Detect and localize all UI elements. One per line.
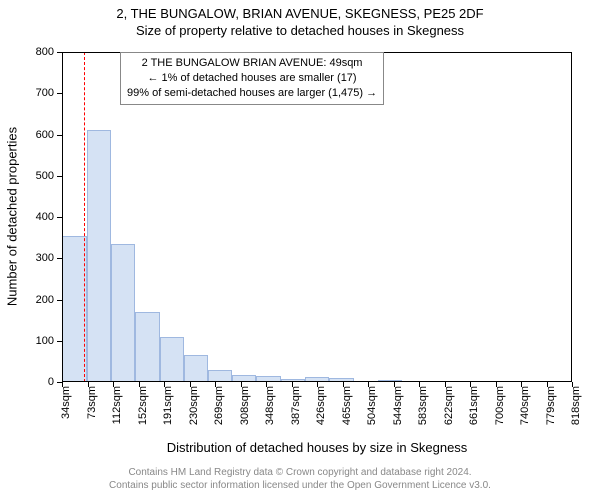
x-tick-label: 348sqm	[264, 386, 276, 425]
y-tick-label: 400	[36, 211, 62, 223]
x-tick-label: 818sqm	[570, 386, 582, 425]
x-tick-label: 269sqm	[213, 386, 225, 425]
y-tick-label: 500	[36, 170, 62, 182]
annotation-line3: 99% of semi-detached houses are larger (…	[127, 86, 377, 101]
x-tick-label: 73sqm	[86, 386, 98, 419]
x-tick-label: 34sqm	[60, 386, 72, 419]
x-tick-label: 191sqm	[162, 386, 174, 425]
x-tick-label: 700sqm	[494, 386, 506, 425]
x-tick-label: 544sqm	[392, 386, 404, 425]
x-tick-label: 465sqm	[341, 386, 353, 425]
histogram-bar	[87, 130, 111, 382]
footer-line1: Contains HM Land Registry data © Crown c…	[0, 466, 600, 479]
page-title: 2, THE BUNGALOW, BRIAN AVENUE, SKEGNESS,…	[0, 0, 600, 23]
histogram-bar	[160, 337, 184, 382]
annotation-box: 2 THE BUNGALOW BRIAN AVENUE: 49sqm ← 1% …	[120, 52, 384, 105]
marker-line	[84, 52, 85, 382]
x-tick-label: 583sqm	[417, 386, 429, 425]
x-tick-label: 112sqm	[111, 386, 123, 424]
page-subtitle: Size of property relative to detached ho…	[0, 23, 600, 40]
x-axis-label: Distribution of detached houses by size …	[62, 440, 572, 455]
x-tick-label: 622sqm	[443, 386, 455, 425]
annotation-line2: ← 1% of detached houses are smaller (17)	[127, 71, 377, 86]
chart-container: { "header": { "title": "2, THE BUNGALOW,…	[0, 0, 600, 500]
histogram-bar	[329, 378, 353, 382]
y-tick-label: 200	[36, 294, 62, 306]
x-tick-label: 504sqm	[366, 386, 378, 425]
x-tick-label: 426sqm	[315, 386, 327, 425]
histogram-bar	[135, 312, 160, 382]
histogram-bar	[111, 244, 135, 382]
histogram-bar	[378, 380, 403, 382]
histogram-bar	[256, 376, 281, 382]
x-tick-label: 230sqm	[188, 386, 200, 425]
x-tick-label: 740sqm	[519, 386, 531, 425]
histogram-bar	[208, 370, 232, 382]
footer-line2: Contains public sector information licen…	[0, 479, 600, 492]
x-tick-label: 661sqm	[468, 386, 480, 425]
histogram-bar	[281, 379, 305, 382]
y-axis-label: Number of detached properties	[5, 117, 20, 317]
y-tick-label: 300	[36, 252, 62, 264]
y-tick-label: 700	[36, 87, 62, 99]
y-tick-label: 100	[36, 335, 62, 347]
y-tick-label: 600	[36, 129, 62, 141]
x-tick-label: 779sqm	[545, 386, 557, 425]
x-tick-label: 152sqm	[137, 386, 149, 425]
x-tick-label: 387sqm	[290, 386, 302, 425]
footer: Contains HM Land Registry data © Crown c…	[0, 466, 600, 492]
histogram-bar	[232, 375, 256, 382]
x-tick-label: 308sqm	[239, 386, 251, 425]
annotation-line1: 2 THE BUNGALOW BRIAN AVENUE: 49sqm	[127, 56, 377, 71]
y-tick-label: 800	[36, 46, 62, 58]
histogram-bar	[184, 355, 208, 382]
